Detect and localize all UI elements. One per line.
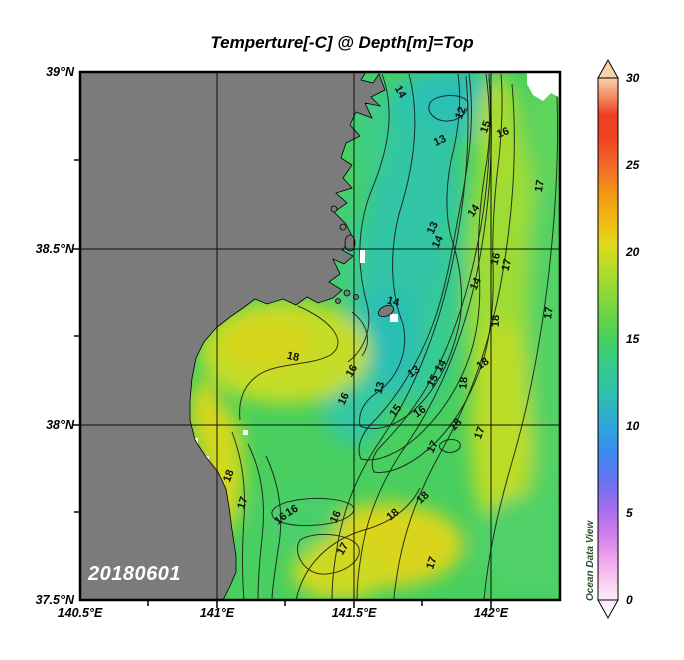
contour-label: 17 — [533, 179, 547, 193]
colorbar-tick-label: 5 — [626, 506, 633, 520]
contour-label: 18 — [490, 315, 502, 328]
contour-label: 17 — [235, 495, 250, 510]
coastline — [80, 72, 386, 600]
y-axis-tick-label: 37.5°N — [35, 593, 74, 607]
grid-lines — [80, 72, 560, 600]
colorbar-arrow-down — [597, 599, 619, 620]
contour-label: 18 — [286, 350, 300, 364]
x-axis-tick-label: 141°E — [199, 606, 235, 620]
contour-label: 15 — [387, 402, 404, 419]
contour-label: 17 — [424, 555, 439, 570]
land-mass — [80, 72, 394, 600]
odv-watermark: Ocean Data View — [585, 520, 596, 601]
temperature-contours — [231, 73, 559, 600]
contour-label: 13 — [373, 381, 388, 396]
island — [339, 223, 347, 231]
contour-label: 16 — [328, 509, 344, 525]
contour-label: 17 — [472, 425, 487, 441]
contour-label: 18 — [384, 506, 401, 523]
x-axis-tick-label: 142°E — [473, 606, 509, 620]
date-label: 20180601 — [88, 563, 181, 585]
plot-title: Temperture[-C] @ Depth[m]=Top — [210, 33, 474, 52]
colorbar-arrow-up — [597, 58, 619, 79]
contour-label: 17 — [425, 439, 441, 455]
contour-label: 15 — [425, 373, 442, 390]
contour-label: 18 — [474, 355, 491, 372]
contour-label: 12 — [453, 105, 468, 121]
colorbar-tick-label: 10 — [626, 419, 640, 433]
x-axis-tick-label: 141.5°E — [331, 606, 377, 620]
contour-label: 17 — [500, 258, 515, 273]
colorbar-tick-label: 30 — [626, 71, 640, 85]
island — [378, 304, 394, 318]
map-frame — [78, 70, 562, 602]
colorbar-gradient — [597, 77, 619, 601]
contour-label: 14 — [386, 295, 402, 310]
island — [344, 234, 356, 252]
y-axis-tick-label: 38.5°N — [35, 242, 74, 256]
colorbar-tick-label: 0 — [626, 593, 633, 607]
colorbar-tick-label: 20 — [626, 245, 640, 259]
contour-label: 17 — [542, 306, 556, 320]
y-axis-tick-label: 39°N — [46, 65, 74, 79]
contour-label: 16 — [344, 363, 361, 380]
contour-label: 16 — [284, 503, 301, 520]
contour-label: 16 — [495, 125, 511, 140]
island — [330, 205, 338, 213]
temperature-field — [190, 72, 560, 600]
colorbar-tick-label: 15 — [626, 332, 640, 346]
x-axis-tick-label: 140.5°E — [57, 606, 103, 620]
colorbar — [597, 58, 619, 620]
island — [343, 289, 351, 297]
contour-label: 16 — [489, 252, 504, 267]
contour-label: 13 — [405, 363, 422, 380]
y-axis-tick-label: 38°N — [46, 418, 74, 432]
contour-label: 14 — [430, 233, 446, 250]
contour-label: 16 — [336, 391, 352, 407]
contour-label: 13 — [432, 133, 448, 149]
contour-label: 16 — [411, 403, 428, 420]
contour-label: 15 — [478, 119, 493, 135]
axis-ticks — [72, 159, 492, 608]
contour-label: 18 — [221, 468, 236, 484]
colorbar-tick-label: 25 — [626, 158, 640, 172]
contour-label: 17 — [335, 541, 352, 558]
contour-label: 13 — [425, 220, 441, 236]
contour-label: 18 — [457, 376, 470, 389]
contour-label: 14 — [468, 275, 484, 292]
island — [335, 298, 341, 304]
